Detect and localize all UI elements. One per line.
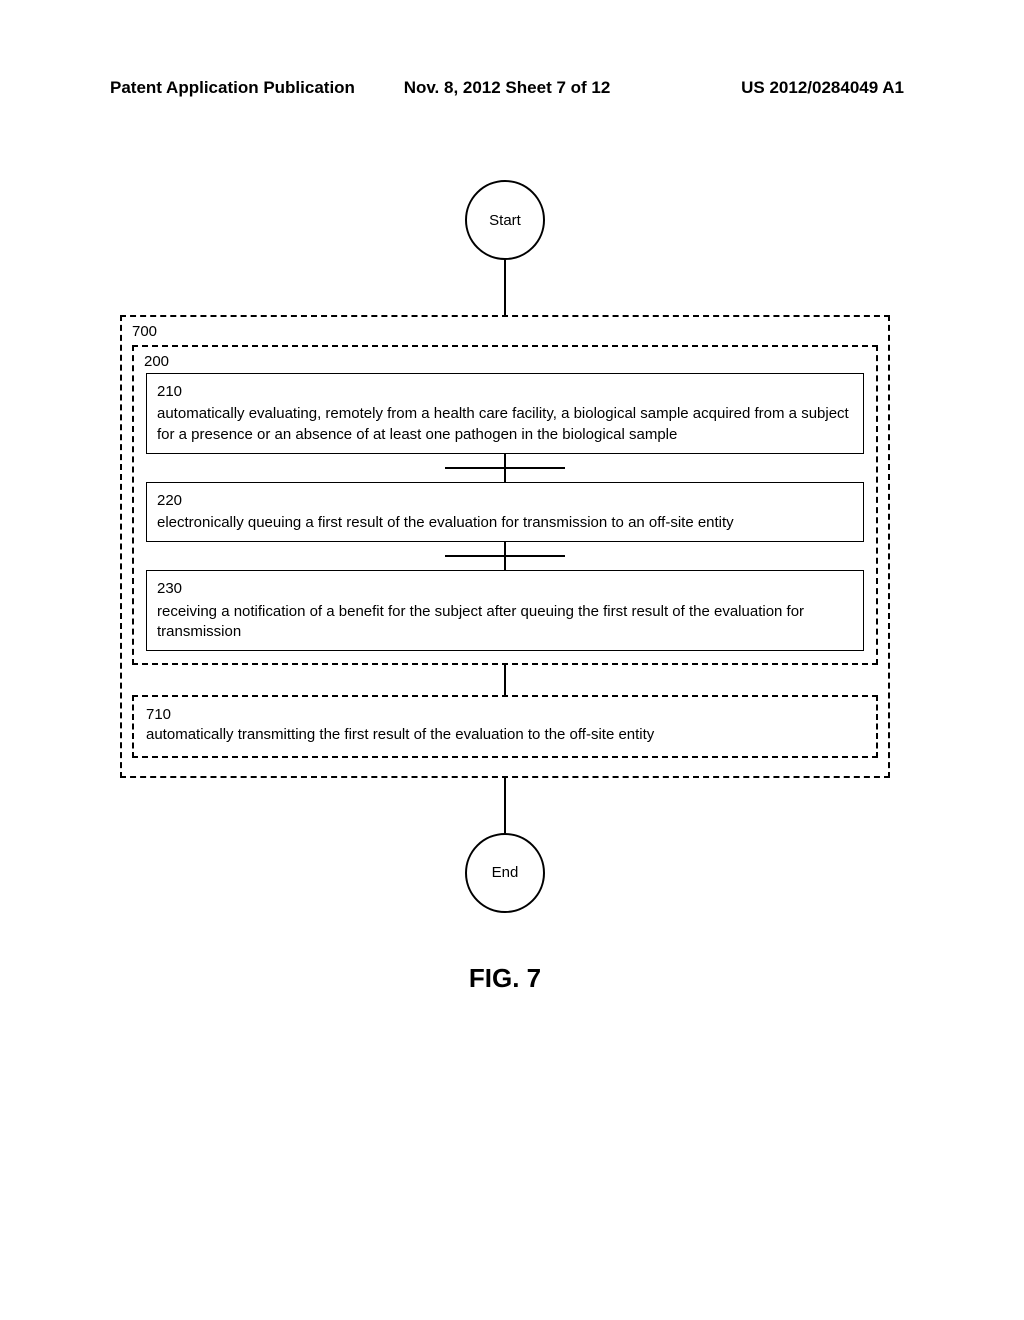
flowchart: Start 700 200 210 automatically evaluati… — [120, 180, 890, 994]
connector-tick-icon — [445, 467, 565, 469]
step-210: 210 automatically evaluating, remotely f… — [146, 373, 864, 454]
start-node: Start — [465, 180, 545, 260]
header-left: Patent Application Publication — [110, 78, 375, 98]
step-230: 230 receiving a notification of a benefi… — [146, 570, 864, 651]
step-710-num: 710 — [146, 705, 864, 725]
connector-220-230 — [146, 542, 864, 570]
box-710: 710 automatically transmitting the first… — [132, 695, 878, 758]
box-200: 200 210 automatically evaluating, remote… — [132, 345, 878, 665]
page-header: Patent Application Publication Nov. 8, 2… — [0, 78, 1024, 98]
step-230-num: 230 — [157, 579, 853, 599]
step-220-num: 220 — [157, 491, 853, 511]
box-700-label: 700 — [132, 323, 157, 340]
box-700: 700 200 210 automatically evaluating, re… — [120, 315, 890, 778]
step-220-text: electronically queuing a first result of… — [157, 514, 734, 531]
connector-700-to-end — [504, 778, 506, 833]
end-label: End — [492, 864, 519, 881]
end-node: End — [465, 833, 545, 913]
connector-start-to-700 — [504, 260, 506, 315]
figure-label: FIG. 7 — [120, 963, 890, 994]
step-220: 220 electronically queuing a first resul… — [146, 482, 864, 543]
step-710-text: automatically transmitting the first res… — [146, 726, 654, 743]
connector-200-to-710 — [132, 665, 878, 695]
header-right: US 2012/0284049 A1 — [639, 78, 904, 98]
connector-210-220 — [146, 454, 864, 482]
step-210-text: automatically evaluating, remotely from … — [157, 405, 849, 442]
start-label: Start — [489, 212, 521, 229]
connector-tick-icon — [445, 555, 565, 557]
box-200-label: 200 — [144, 353, 169, 370]
header-center: Nov. 8, 2012 Sheet 7 of 12 — [375, 78, 640, 98]
step-230-text: receiving a notification of a benefit fo… — [157, 603, 804, 640]
step-210-num: 210 — [157, 382, 853, 402]
